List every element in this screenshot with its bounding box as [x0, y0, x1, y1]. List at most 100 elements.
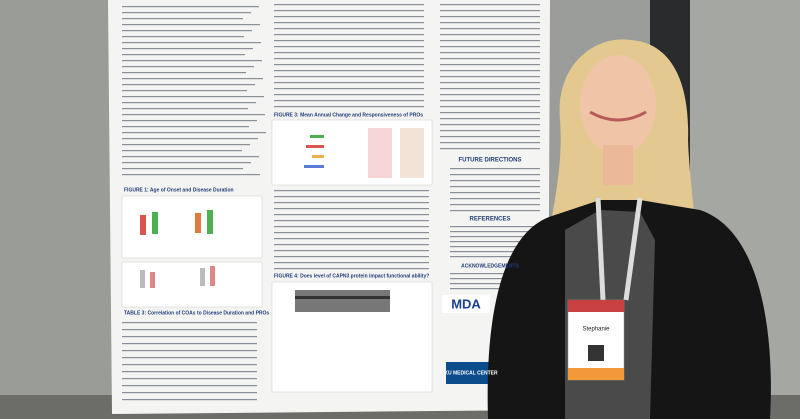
text-line	[274, 268, 429, 270]
text-line	[122, 60, 262, 62]
text-line	[274, 70, 424, 72]
text-line	[274, 208, 429, 210]
text-line	[440, 28, 540, 30]
neck	[603, 145, 633, 185]
section-title: FIGURE 4: Does level of CAPN3 protein im…	[274, 273, 429, 279]
text-line	[440, 64, 540, 66]
poster	[108, 0, 550, 414]
text-line	[122, 72, 246, 74]
logo-box	[446, 362, 496, 384]
forest-bar	[310, 135, 324, 138]
text-line	[274, 256, 429, 258]
text-line	[274, 100, 424, 102]
text-line	[440, 46, 540, 48]
text-line	[450, 180, 540, 182]
section-title: TABLE 3: Correlation of COAs to Disease …	[124, 310, 269, 316]
text-line	[450, 256, 540, 258]
text-line	[440, 40, 540, 42]
boxplot	[207, 210, 213, 234]
boxplot	[140, 215, 146, 235]
text-line	[440, 124, 540, 126]
text-line	[440, 118, 540, 120]
text-line	[440, 148, 540, 150]
text-line	[274, 34, 424, 36]
text-line	[274, 226, 429, 228]
logo-box	[442, 295, 490, 313]
poster-text-lines	[122, 4, 540, 401]
text-line	[122, 150, 242, 152]
text-line	[122, 329, 257, 331]
text-line	[274, 232, 429, 234]
western-blot	[295, 290, 390, 312]
text-line	[274, 64, 424, 66]
text-line	[122, 399, 257, 401]
text-line	[122, 336, 257, 338]
boxplot	[140, 270, 145, 288]
text-line	[274, 238, 429, 240]
text-line	[122, 343, 257, 345]
text-line	[274, 190, 429, 192]
text-line	[450, 186, 540, 188]
text-line	[122, 371, 257, 373]
text-line	[122, 108, 248, 110]
text-line	[274, 10, 424, 12]
forest-bar	[312, 155, 324, 158]
text-line	[122, 378, 257, 380]
text-line	[450, 174, 540, 176]
text-line	[122, 24, 260, 26]
text-line	[122, 392, 257, 394]
text-line	[122, 36, 244, 38]
heat-panel	[400, 128, 424, 178]
text-line	[274, 4, 424, 6]
text-line	[450, 168, 540, 170]
text-line	[440, 94, 540, 96]
text-line	[274, 52, 424, 54]
text-line	[274, 58, 424, 60]
boxplot	[195, 213, 201, 233]
section-title: FIGURE 3: Mean Annual Change and Respons…	[274, 112, 423, 118]
text-line	[450, 283, 540, 285]
text-line	[274, 220, 429, 222]
text-line	[440, 22, 540, 24]
text-line	[450, 198, 540, 200]
section-title: FUTURE DIRECTIONS	[459, 158, 522, 164]
boxplot	[200, 268, 205, 286]
text-line	[440, 88, 540, 90]
text-line	[450, 251, 540, 253]
text-line	[122, 114, 265, 116]
badge-footer	[568, 368, 624, 380]
text-line	[450, 246, 540, 248]
text-line	[122, 102, 256, 104]
forest-bar	[306, 145, 324, 148]
text-line	[122, 350, 257, 352]
text-line	[274, 106, 424, 108]
text-line	[122, 126, 249, 128]
logo-text: MDA	[451, 296, 481, 311]
badge-name: Stephanie	[582, 327, 610, 333]
text-line	[440, 100, 540, 102]
text-line	[274, 76, 424, 78]
left-board	[0, 0, 112, 419]
text-line	[274, 46, 424, 48]
text-line	[274, 94, 424, 96]
text-line	[122, 364, 257, 366]
forest-bar	[304, 165, 324, 168]
boxplot	[150, 272, 155, 288]
text-line	[122, 78, 263, 80]
text-line	[440, 82, 540, 84]
text-line	[450, 204, 540, 206]
text-line	[274, 250, 429, 252]
text-line	[274, 88, 424, 90]
text-line	[122, 84, 255, 86]
text-line	[450, 278, 540, 280]
text-line	[122, 132, 266, 134]
text-line	[122, 120, 257, 122]
text-line	[440, 130, 540, 132]
text-line	[450, 288, 540, 290]
text-line	[274, 196, 429, 198]
text-line	[274, 262, 429, 264]
boxplot	[210, 266, 215, 286]
text-line	[274, 40, 424, 42]
face	[580, 55, 656, 155]
